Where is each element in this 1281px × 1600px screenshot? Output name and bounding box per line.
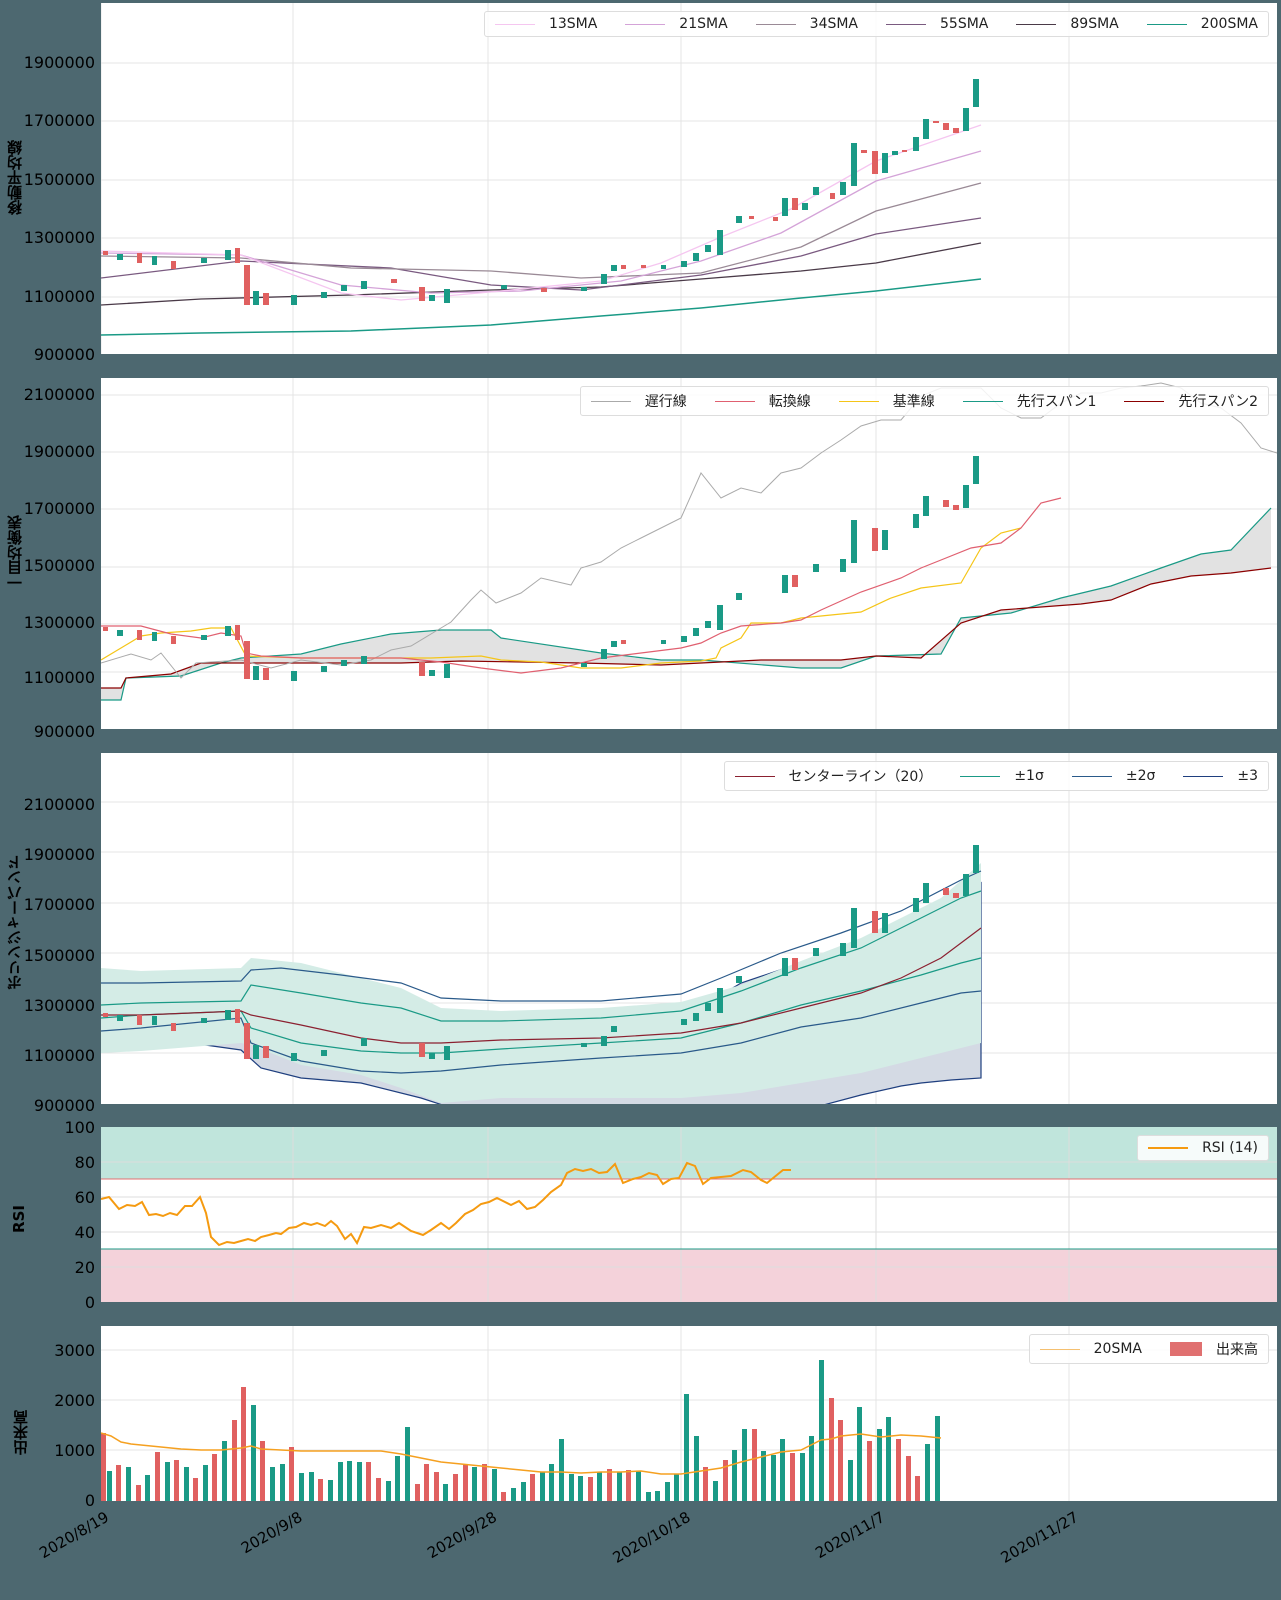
candlesticks <box>103 456 979 681</box>
senkou-span2-line <box>101 567 1272 689</box>
sma89-line <box>101 242 982 306</box>
ytick: 100 <box>64 1118 95 1137</box>
rsi-line <box>101 1161 791 1247</box>
volume-panel: 20SMA 出来高 <box>101 1326 1277 1501</box>
volume-plot <box>101 1326 1277 1501</box>
ytick: 60 <box>74 1188 95 1207</box>
legend-item-kijun: 基準線 <box>838 391 935 411</box>
ytick: 1700000 <box>23 895 95 914</box>
xtick: 2020/11/27 <box>997 1508 1081 1567</box>
ytick: 0 <box>84 1491 95 1510</box>
ytick: 1300000 <box>23 996 95 1015</box>
ytick: 20 <box>74 1258 95 1277</box>
centerline-line <box>101 927 982 1044</box>
rsi-plot <box>101 1127 1277 1302</box>
kumo-cloud <box>101 508 1271 700</box>
legend-item-200sma: 200SMA <box>1146 16 1258 32</box>
legend-item-3sigma: ±3 <box>1183 768 1258 784</box>
ytick: 900000 <box>33 1096 95 1115</box>
ytick: 1300000 <box>23 228 95 247</box>
kijun-line <box>101 527 1022 669</box>
ytick: 1500000 <box>23 556 95 575</box>
legend-item-senkou2: 先行スパン2 <box>1124 391 1258 411</box>
legend-item-89sma: 89SMA <box>1016 16 1119 32</box>
legend-item-volume: 出来高 <box>1170 1339 1258 1359</box>
sma-plot <box>101 3 1277 354</box>
ytick: 2000 <box>54 1391 95 1410</box>
ytick: 1100000 <box>23 1046 95 1065</box>
candlesticks <box>103 845 979 1061</box>
legend-item-1sigma: ±1σ <box>960 768 1044 784</box>
bollinger-plot <box>101 753 1277 1104</box>
sma200-line <box>101 278 982 336</box>
volume-bars <box>101 1360 940 1501</box>
rsi-legend: RSI (14) <box>1137 1135 1269 1161</box>
bollinger-ylabel: ボリンジャーバンド <box>6 855 24 990</box>
xtick: 2020/9/8 <box>237 1508 305 1558</box>
xtick: 2020/10/18 <box>609 1508 693 1567</box>
ytick: 1500000 <box>23 946 95 965</box>
ichimoku-ylabel: 一目均衡表 <box>6 515 24 590</box>
ytick: 2100000 <box>23 795 95 814</box>
bollinger-panel: センターライン（20） ±1σ ±2σ ±3 <box>101 753 1277 1104</box>
legend-item-volume-20sma: 20SMA <box>1039 1341 1142 1357</box>
legend-item-tenkan: 転換線 <box>714 391 811 411</box>
ytick: 1900000 <box>23 442 95 461</box>
sma-ylabel: 移動平均線 <box>6 140 24 215</box>
legend-item-55sma: 55SMA <box>886 16 988 32</box>
grid <box>101 3 1277 354</box>
ytick: 40 <box>74 1223 95 1242</box>
band-1sigma-fill <box>101 863 981 1103</box>
volume-legend: 20SMA 出来高 <box>1028 1334 1269 1364</box>
ytick: 1500000 <box>23 170 95 189</box>
ytick: 900000 <box>33 722 95 741</box>
sma-legend: 13SMA 21SMA 34SMA 55SMA 89SMA 200SMA <box>483 11 1269 37</box>
ichimoku-panel: 遅行線 転換線 基準線 先行スパン1 先行スパン2 <box>101 378 1277 729</box>
volume-20sma-line <box>101 1432 942 1475</box>
candlesticks <box>103 79 979 305</box>
oversold-zone <box>101 1249 1277 1302</box>
sma13-line <box>101 124 982 301</box>
ytick: 1300000 <box>23 613 95 632</box>
xtick: 2020/9/28 <box>424 1508 500 1563</box>
sma34-line <box>101 182 982 279</box>
sma55-line <box>101 217 982 291</box>
bollinger-legend: センターライン（20） ±1σ ±2σ ±3 <box>723 761 1269 791</box>
ichimoku-plot <box>101 378 1277 729</box>
ytick: 900000 <box>33 345 95 364</box>
ytick: 1100000 <box>23 668 95 687</box>
sma-panel: 13SMA 21SMA 34SMA 55SMA 89SMA 200SMA <box>101 3 1277 354</box>
xtick: 2020/11/7 <box>812 1508 888 1563</box>
ytick: 1000 <box>54 1441 95 1460</box>
legend-item-rsi14: RSI (14) <box>1148 1140 1258 1156</box>
overbought-zone <box>101 1127 1277 1179</box>
volume-ylabel: 出来高 <box>12 1410 30 1455</box>
rsi-ylabel: RSI <box>10 1205 28 1233</box>
legend-item-2sigma: ±2σ <box>1071 768 1155 784</box>
tenkan-line <box>101 497 1062 674</box>
ytick: 1900000 <box>23 53 95 72</box>
ytick: 1700000 <box>23 499 95 518</box>
ytick: 2100000 <box>23 385 95 404</box>
legend-item-chikou: 遅行線 <box>590 391 687 411</box>
legend-item-senkou1: 先行スパン1 <box>962 391 1096 411</box>
plus2-sigma-line <box>101 870 982 1002</box>
ytick: 80 <box>74 1153 95 1172</box>
legend-item-34sma: 34SMA <box>755 16 858 32</box>
ichimoku-legend: 遅行線 転換線 基準線 先行スパン1 先行スパン2 <box>579 386 1269 416</box>
plus1-sigma-line <box>101 890 982 1022</box>
legend-item-13sma: 13SMA <box>494 16 597 32</box>
xtick: 2020/8/19 <box>36 1508 113 1563</box>
legend-item-21sma: 21SMA <box>625 16 728 32</box>
ytick: 1900000 <box>23 845 95 864</box>
ytick: 3000 <box>54 1341 95 1360</box>
sma21-line <box>101 150 982 294</box>
rsi-panel: RSI (14) <box>101 1127 1277 1302</box>
ytick: 1700000 <box>23 111 95 130</box>
legend-item-centerline: センターライン（20） <box>734 766 932 786</box>
chikou-line <box>101 382 1277 679</box>
ytick: 0 <box>84 1293 95 1312</box>
senkou-span1-line <box>101 507 1272 701</box>
ytick: 1100000 <box>23 287 95 306</box>
